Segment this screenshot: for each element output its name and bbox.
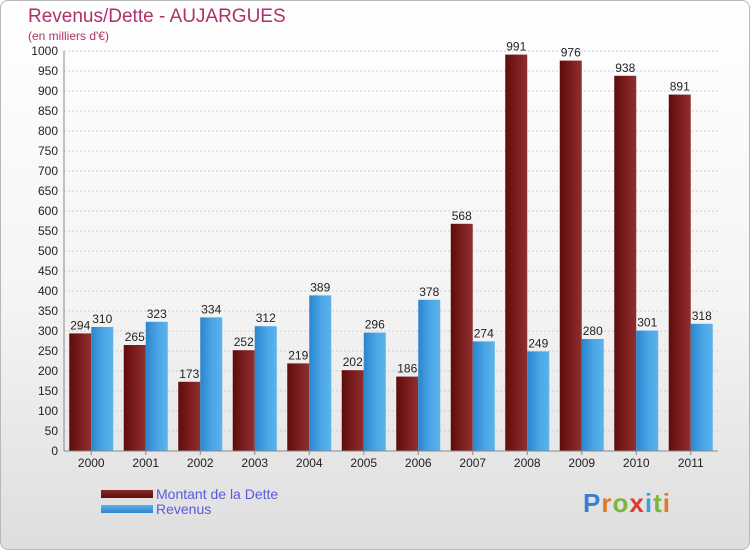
bar-revenue-2004 — [309, 295, 332, 451]
data-label-debt-2003: 252 — [234, 335, 254, 349]
y-tick-label: 900 — [38, 84, 58, 98]
y-tick-label: 700 — [38, 164, 58, 178]
y-tick-label: 400 — [38, 284, 58, 298]
legend-swatch-debt — [101, 490, 153, 498]
legend-label-revenue: Revenus — [156, 501, 212, 517]
bar-debt-2011 — [668, 94, 691, 451]
x-tick-label: 2000 — [78, 456, 105, 470]
data-label-revenue-2006: 378 — [419, 285, 439, 299]
bar-debt-2009 — [559, 60, 582, 451]
y-tick-label: 50 — [45, 424, 59, 438]
bar-debt-2007 — [450, 223, 473, 451]
y-tick-label: 550 — [38, 224, 58, 238]
legend-label-debt: Montant de la Dette — [156, 486, 279, 502]
x-tick-label: 2005 — [350, 456, 377, 470]
data-label-revenue-2005: 296 — [365, 318, 385, 332]
bar-debt-2003 — [232, 350, 255, 451]
y-tick-label: 350 — [38, 304, 58, 318]
bar-revenue-2010 — [636, 330, 659, 451]
bar-debt-2002 — [178, 381, 201, 451]
logo-letter: r — [601, 488, 613, 518]
data-label-debt-2011: 891 — [670, 80, 690, 94]
data-label-revenue-2002: 334 — [201, 302, 221, 316]
data-label-debt-2006: 186 — [397, 362, 417, 376]
y-tick-label: 200 — [38, 364, 58, 378]
bar-revenue-2005 — [363, 332, 386, 451]
bar-debt-2006 — [396, 376, 419, 451]
bar-revenue-2009 — [581, 339, 604, 451]
y-tick-label: 300 — [38, 324, 58, 338]
y-tick-label: 500 — [38, 244, 58, 258]
bar-revenue-2001 — [145, 321, 168, 451]
bar-debt-2000 — [69, 333, 92, 451]
bar-revenue-2006 — [418, 299, 441, 451]
y-tick-label: 600 — [38, 204, 58, 218]
x-tick-label: 2011 — [678, 456, 704, 470]
logo-letter: i — [644, 488, 654, 518]
logo-letter: t — [653, 488, 663, 518]
x-tick-label: 2010 — [623, 456, 650, 470]
x-tick-label: 2002 — [187, 456, 214, 470]
logo-letter: o — [612, 488, 630, 518]
y-tick-label: 0 — [51, 444, 58, 458]
data-label-revenue-2000: 310 — [92, 312, 112, 326]
data-label-debt-2010: 938 — [615, 61, 635, 75]
y-tick-label: 250 — [38, 344, 58, 358]
data-label-debt-2009: 976 — [561, 46, 581, 60]
data-label-debt-2005: 202 — [343, 355, 363, 369]
data-label-debt-2000: 294 — [70, 318, 90, 332]
y-tick-label: 800 — [38, 124, 58, 138]
y-tick-label: 100 — [38, 404, 58, 418]
x-tick-label: 2003 — [241, 456, 268, 470]
bar-debt-2005 — [341, 370, 364, 451]
y-tick-label: 850 — [38, 104, 58, 118]
y-tick-label: 950 — [38, 64, 58, 78]
data-label-debt-2008: 991 — [506, 40, 526, 54]
chart-title: Revenus/Dette - AUJARGUES — [28, 6, 286, 27]
data-label-debt-2004: 219 — [288, 348, 308, 362]
data-label-revenue-2001: 323 — [147, 307, 167, 321]
logo-letter: P — [583, 488, 602, 518]
logo-letter: x — [629, 488, 645, 518]
bar-revenue-2000 — [91, 327, 114, 451]
y-tick-label: 150 — [38, 384, 58, 398]
data-label-revenue-2011: 318 — [692, 309, 712, 323]
bar-debt-2004 — [287, 363, 310, 451]
chart-subtitle: (en milliers d'€) — [28, 29, 109, 43]
data-label-revenue-2010: 301 — [637, 316, 657, 330]
data-label-revenue-2009: 280 — [583, 324, 603, 338]
data-label-debt-2001: 265 — [125, 330, 145, 344]
x-tick-label: 2004 — [296, 456, 323, 470]
bar-debt-2010 — [614, 75, 637, 452]
y-tick-label: 750 — [38, 144, 58, 158]
y-tick-label: 650 — [38, 184, 58, 198]
data-label-revenue-2008: 249 — [528, 336, 548, 350]
legend-swatch-revenue — [101, 505, 153, 513]
x-tick-label: 2001 — [132, 456, 159, 470]
y-tick-label: 1000 — [31, 44, 58, 58]
logo-letter: i — [662, 488, 671, 518]
bar-revenue-2002 — [200, 317, 223, 451]
bar-debt-2001 — [123, 345, 146, 451]
data-label-revenue-2007: 274 — [474, 326, 494, 340]
proxiti-logo: Proxiti — [583, 488, 671, 519]
x-tick-label: 2008 — [514, 456, 541, 470]
y-tick-label: 450 — [38, 264, 58, 278]
x-tick-label: 2006 — [405, 456, 432, 470]
data-label-debt-2002: 173 — [179, 367, 199, 381]
bar-revenue-2008 — [527, 351, 550, 451]
bar-revenue-2007 — [472, 341, 495, 451]
bar-debt-2008 — [505, 54, 528, 451]
x-tick-label: 2007 — [459, 456, 486, 470]
bar-revenue-2011 — [690, 323, 713, 451]
data-label-revenue-2003: 312 — [256, 311, 276, 325]
data-label-revenue-2004: 389 — [310, 280, 330, 294]
bar-revenue-2003 — [254, 326, 277, 451]
x-tick-label: 2009 — [568, 456, 595, 470]
data-label-debt-2007: 568 — [452, 209, 472, 223]
